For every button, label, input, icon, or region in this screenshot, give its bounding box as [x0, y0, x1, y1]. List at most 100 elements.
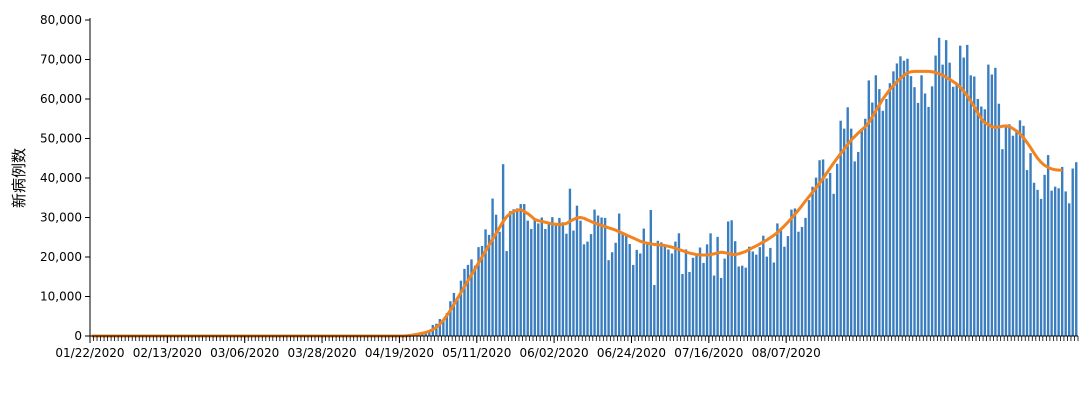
bar	[973, 76, 976, 337]
bar	[786, 236, 790, 336]
bar	[885, 99, 888, 336]
bar	[1025, 170, 1029, 336]
bar	[498, 231, 501, 336]
bar	[994, 67, 997, 337]
bar	[586, 241, 589, 336]
bar	[530, 228, 533, 336]
bar	[709, 233, 712, 336]
bar	[825, 178, 828, 336]
bar	[544, 228, 547, 336]
bar	[1018, 120, 1022, 336]
bar	[442, 320, 445, 336]
bar	[589, 234, 593, 336]
x-tick-label: 01/22/2020	[55, 346, 124, 360]
bar	[881, 110, 885, 336]
bar	[614, 242, 617, 336]
bar	[1075, 162, 1078, 336]
bar	[523, 204, 526, 336]
bar	[621, 232, 624, 336]
bar	[962, 57, 965, 337]
bar	[487, 234, 491, 336]
bar	[892, 71, 895, 336]
bar	[941, 64, 944, 336]
bar	[459, 280, 463, 336]
bar	[505, 251, 508, 336]
bar	[765, 256, 769, 336]
bar	[990, 74, 994, 336]
bar	[783, 246, 786, 336]
bar	[800, 226, 804, 336]
bar	[923, 93, 927, 336]
bar	[1068, 203, 1071, 336]
bar	[484, 229, 487, 336]
bar	[966, 44, 969, 336]
bar	[452, 292, 456, 336]
bar	[835, 163, 839, 336]
bar	[751, 251, 754, 336]
y-tick-label: 40,000	[40, 171, 82, 185]
bar	[572, 230, 575, 336]
bar	[1071, 168, 1074, 336]
bar	[1050, 190, 1053, 336]
bar	[741, 265, 744, 336]
bar	[579, 220, 582, 336]
bar	[790, 209, 793, 336]
bar	[667, 249, 670, 336]
bar	[670, 253, 674, 336]
bar	[930, 86, 934, 336]
bar	[593, 209, 596, 336]
bar	[927, 106, 930, 337]
bar	[888, 83, 892, 336]
bar	[828, 172, 832, 336]
bar	[1032, 182, 1036, 336]
bar	[755, 254, 758, 336]
bar	[1022, 125, 1025, 336]
bar	[733, 241, 737, 336]
bar	[969, 75, 972, 337]
bar	[632, 264, 635, 336]
bar	[955, 83, 958, 337]
bar	[635, 249, 638, 336]
y-tick-label: 70,000	[40, 53, 82, 67]
y-tick-label: 60,000	[40, 92, 82, 106]
bar	[547, 222, 551, 336]
bar	[653, 285, 656, 336]
bar	[846, 107, 849, 336]
bar	[568, 188, 572, 336]
bar-series	[407, 37, 1078, 337]
bar	[772, 262, 776, 336]
bar	[1060, 166, 1064, 336]
bar	[920, 75, 923, 337]
bar	[494, 214, 498, 336]
bar	[719, 277, 723, 336]
bar	[1011, 135, 1015, 336]
bar	[575, 205, 579, 336]
bar	[480, 245, 484, 336]
bar	[421, 334, 424, 336]
bar	[744, 267, 747, 336]
bar	[895, 63, 899, 336]
bar	[983, 109, 987, 337]
bar	[758, 247, 761, 336]
bar	[639, 253, 642, 336]
bar	[934, 55, 937, 337]
bar	[779, 230, 783, 336]
x-tick-label: 05/11/2020	[442, 346, 511, 360]
bar	[909, 76, 913, 336]
bar	[1004, 126, 1008, 336]
bar	[705, 244, 709, 336]
bar	[628, 243, 631, 336]
bar	[677, 233, 681, 336]
bar	[1046, 155, 1050, 336]
bar	[582, 244, 586, 336]
y-tick-label: 0	[74, 329, 82, 343]
bar	[516, 208, 519, 336]
bar	[477, 247, 480, 336]
bar	[1036, 189, 1039, 336]
bar	[797, 231, 800, 336]
bar	[818, 160, 821, 336]
bar	[980, 106, 983, 336]
bar	[698, 247, 702, 336]
bar	[874, 75, 878, 337]
